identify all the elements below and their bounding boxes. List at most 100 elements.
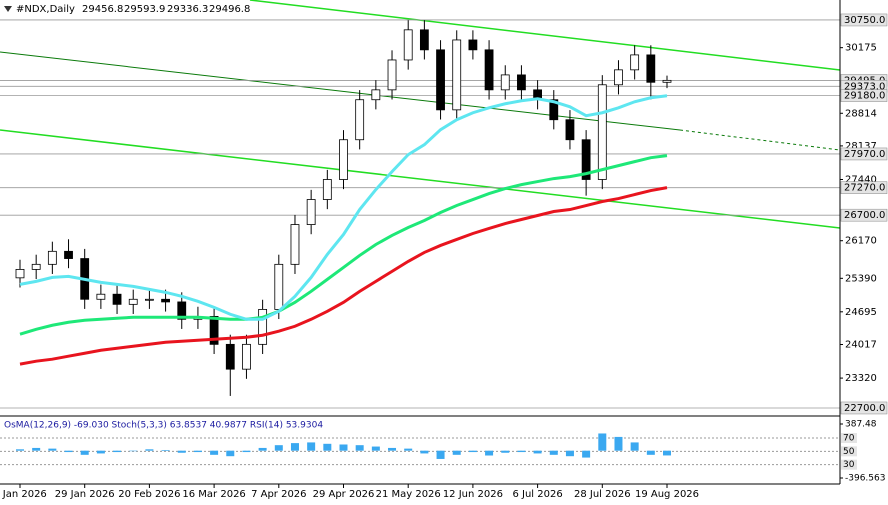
histogram-bar [290, 443, 299, 451]
candle-body [339, 139, 348, 180]
level-label: 27970.0 [844, 149, 885, 160]
histogram-bar [388, 447, 397, 451]
histogram-bar [501, 450, 510, 453]
indicator-tick-label: 387.48 [845, 420, 877, 430]
y-tick-label: 24695 [845, 307, 877, 318]
histogram-bar [436, 450, 445, 459]
candle-body [549, 99, 559, 121]
low-value: 29336.3 [167, 4, 208, 15]
level-label-box [840, 401, 888, 415]
candle-body [646, 54, 656, 83]
candle-body [614, 69, 623, 86]
level-label: 22700.0 [844, 403, 885, 414]
candle-body [290, 224, 300, 265]
candle-body [306, 199, 316, 225]
x-tick-label: 21 May 2026 [376, 489, 441, 500]
histogram-bar [420, 450, 429, 454]
candle-body [387, 59, 397, 91]
candle-body [96, 293, 106, 300]
candle-body [258, 309, 268, 345]
candle-body [581, 139, 591, 180]
histogram-bar [355, 445, 364, 451]
moving-average [19, 154, 668, 336]
moving-average [19, 186, 668, 366]
close-value: 29496.8 [209, 4, 250, 15]
level-label-box [840, 181, 888, 194]
y-tick-label: 23320 [845, 373, 877, 384]
histogram-bar [113, 450, 122, 453]
histogram-bar [258, 447, 267, 451]
candle-body [565, 119, 575, 141]
candle-body [161, 298, 170, 303]
candle-body [112, 293, 122, 305]
candle-body [630, 54, 640, 71]
candle-body [500, 74, 510, 91]
indicator-tick-label: -396.563 [845, 474, 885, 484]
candle-body [209, 315, 219, 345]
candle-body [517, 74, 526, 91]
indicator-level-label: 30 [843, 460, 855, 470]
symbol-icon [4, 6, 12, 12]
trend-line [0, 129, 841, 229]
x-tick-label: 28 Jul 2026 [574, 489, 631, 500]
level-label: 27270.0 [844, 183, 885, 194]
candle-body [597, 84, 607, 180]
candle-body [403, 29, 413, 61]
histogram-bar [193, 450, 202, 453]
trend-line [679, 129, 841, 151]
plot-area [0, 19, 840, 409]
candle-body [322, 179, 332, 200]
histogram-bar [485, 450, 494, 456]
candle-body [436, 49, 445, 111]
level-label-box [841, 459, 857, 470]
trend-line [0, 51, 681, 131]
candle-body [662, 79, 672, 83]
histogram-bar [32, 447, 41, 451]
histogram-bar [210, 450, 219, 455]
x-tick-label: 6 Jul 2026 [512, 489, 562, 500]
level-label-box [840, 147, 888, 161]
indicator-level-label: 70 [843, 434, 855, 444]
candle-body [452, 39, 462, 111]
level-label-box [840, 208, 888, 222]
candle-body [274, 263, 284, 310]
x-tick-label: 20 Feb 2026 [118, 489, 180, 500]
histogram-bar [96, 450, 105, 454]
histogram-bar [129, 450, 138, 452]
histogram-bar [242, 450, 251, 453]
candle-body [15, 268, 25, 279]
histogram-bar [226, 450, 235, 457]
x-tick-label: 29 Apr 2026 [313, 489, 375, 500]
level-label: 29373.0 [844, 81, 885, 92]
candle-body [144, 298, 154, 301]
histogram-bar [177, 450, 186, 453]
histogram-bar [80, 450, 89, 455]
histogram-bar [663, 450, 671, 456]
x-tick-label: 12 Jun 2026 [443, 489, 503, 500]
histogram-bar [274, 445, 283, 451]
trend-line [249, 0, 841, 71]
y-tick-label: 26170 [845, 236, 877, 247]
histogram-bar [323, 443, 332, 451]
histogram-bar [161, 449, 170, 451]
x-tick-label: 7 Apr 2026 [251, 489, 306, 500]
candle-body [371, 89, 381, 101]
histogram-bar [307, 442, 316, 451]
histogram-bar [48, 448, 57, 451]
histogram-bar [371, 446, 380, 451]
candle-body [64, 250, 73, 259]
x-tick-label: 16 Mar 2026 [182, 489, 245, 500]
y-tick-label: 28814 [845, 108, 877, 119]
histogram-bar [565, 450, 574, 457]
level-label-box [840, 13, 888, 27]
histogram-bar [630, 442, 639, 451]
level-label-box [841, 446, 857, 457]
x-tick-label: 7 Jan 2026 [0, 489, 47, 500]
level-label: 29180.0 [844, 91, 885, 102]
high-value: 29593.9 [124, 4, 165, 15]
indicator-level-label: 50 [843, 447, 855, 457]
histogram-bar [452, 450, 461, 455]
histogram-bar [549, 450, 558, 455]
histogram-bar [145, 449, 154, 451]
